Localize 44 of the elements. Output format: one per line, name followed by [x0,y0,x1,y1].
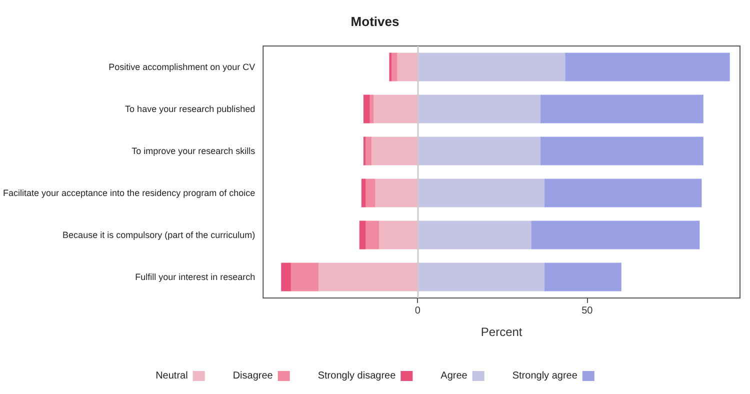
bar [389,52,392,82]
bar [418,52,566,82]
bar [531,220,700,250]
bar [372,136,418,166]
bar [544,262,622,292]
legend-label: Strongly disagree [318,370,396,382]
bar [418,178,544,208]
chart-title: Motives [350,14,400,29]
y-tick-label: Facilitate your acceptance into the residency program of choice [2,188,256,198]
y-tick-label: Because it is compulsory (part of the curriculum) [62,230,256,240]
y-tick-label: Positive accomplishment on your CV [108,62,256,72]
y-tick-label: To improve your research skills [132,146,256,156]
bar [374,94,418,124]
bar [363,94,370,124]
y-tick-label: Fulfill your interest in research [135,272,256,282]
bar [359,220,366,250]
legend-label: Disagree [232,370,274,382]
legend-label: Agree [440,370,468,382]
bar [361,178,366,208]
x-tick-label: 0 [414,306,421,316]
bar [397,52,418,82]
bar [375,178,418,208]
bar [544,178,702,208]
y-tick-label: To have your research published [125,104,256,114]
bar [370,94,374,124]
bar [540,94,704,124]
bar [281,262,291,292]
bar [418,262,544,292]
bar [366,220,380,250]
bar [365,136,372,166]
bar [366,178,376,208]
bar [290,262,319,292]
bar [540,136,704,166]
legend-label: Neutral [156,370,188,382]
bar [379,220,418,250]
bar [418,220,532,250]
bar [565,52,730,82]
bar [318,262,418,292]
x-axis-title: Percent [480,325,523,339]
bar [392,52,398,82]
legend-label: Strongly agree [512,370,578,382]
bar [418,136,540,166]
x-tick-label: 50 [582,306,594,316]
bar [418,94,540,124]
